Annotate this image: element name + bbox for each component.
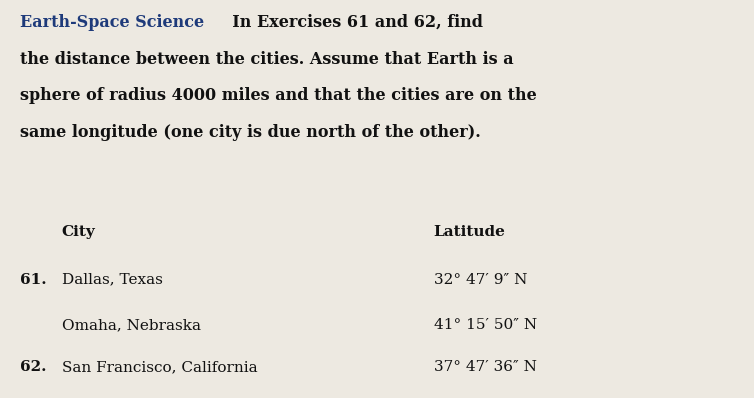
Text: 37° 47′ 36″ N: 37° 47′ 36″ N — [434, 360, 536, 374]
Text: Omaha, Nebraska: Omaha, Nebraska — [62, 318, 201, 332]
Text: same longitude (one city is due north of the other).: same longitude (one city is due north of… — [20, 124, 481, 141]
Text: Earth-Space Science: Earth-Space Science — [20, 14, 204, 31]
Text: sphere of radius 4000 miles and that the cities are on the: sphere of radius 4000 miles and that the… — [20, 87, 537, 104]
Text: 41° 15′ 50″ N: 41° 15′ 50″ N — [434, 318, 537, 332]
Text: 61.: 61. — [20, 273, 47, 287]
Text: the distance between the cities. Assume that Earth is a: the distance between the cities. Assume … — [20, 51, 514, 68]
Text: 62.: 62. — [20, 360, 47, 374]
Text: In Exercises 61 and 62, find: In Exercises 61 and 62, find — [221, 14, 483, 31]
Text: San Francisco, California: San Francisco, California — [62, 360, 257, 374]
Text: Dallas, Texas: Dallas, Texas — [62, 273, 163, 287]
Text: City: City — [62, 225, 96, 239]
Text: 32° 47′ 9″ N: 32° 47′ 9″ N — [434, 273, 527, 287]
Text: Latitude: Latitude — [434, 225, 505, 239]
